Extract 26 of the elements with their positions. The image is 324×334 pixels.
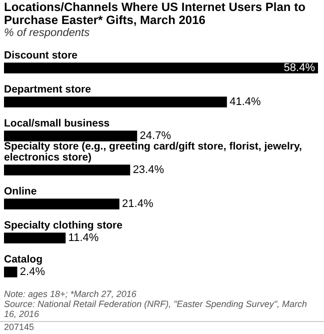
y-tick-label: Online (4, 186, 37, 198)
data-label: 41.4% (230, 96, 262, 108)
text: 207145 (0, 321, 324, 333)
data-label: 21.4% (122, 198, 154, 210)
bar (4, 130, 138, 142)
source-note: Source: National Retail Federation (NRF), "Easter Spending Survey", March 16, 2016 (4, 299, 308, 319)
bar (4, 62, 318, 74)
bar (4, 198, 120, 210)
data-label: 24.7% (140, 130, 172, 142)
y-tick-label: Specialty store (e.g., greeting card/gift store, florist, jewelry, electronics store) (4, 140, 302, 164)
chart-title: Locations/Channels Where US Internet Users Plan to Purchase Easter* Gifts, March 2016 (4, 0, 306, 27)
bar (4, 232, 66, 244)
y-tick-label: Discount store (4, 50, 78, 62)
chart-subtitle: % of respondents (4, 27, 91, 39)
text: Note: ages 18+; *March 27, 2016 (4, 289, 138, 299)
data-label: 11.4% (68, 232, 99, 244)
data-label: 23.4% (132, 164, 164, 176)
data-label: 2.4% (20, 266, 46, 278)
bar (4, 164, 130, 176)
y-tick-label: Local/small business (4, 118, 110, 130)
y-tick-label: Specialty clothing store (4, 220, 123, 232)
data-label: 58.4% (284, 62, 316, 74)
y-tick-label: Department store (4, 84, 92, 96)
bar (4, 266, 18, 278)
y-tick-label: Catalog (4, 254, 43, 266)
bar (4, 96, 227, 108)
